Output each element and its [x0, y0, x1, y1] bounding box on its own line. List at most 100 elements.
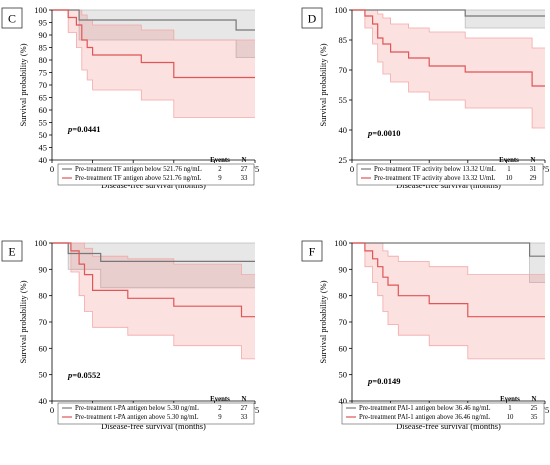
legend-label: Pre-treatment PAI-1 antigen below 36.46 … [359, 405, 491, 412]
y-axis-label: Survival probability (%) [318, 280, 328, 363]
panel-letter: D [308, 12, 317, 26]
ci-band-below [52, 243, 255, 288]
legend-n: 31 [530, 166, 537, 173]
survival-curve-below [352, 242, 545, 257]
legend-box [356, 163, 544, 186]
panel-letter: F [309, 245, 316, 259]
y-tick-label: 85 [339, 35, 348, 45]
legend-label: Pre-treatment t-PA antigen above 5.30 ng… [75, 414, 199, 421]
ci-band-below [52, 10, 255, 58]
y-tick-label: 100 [334, 238, 347, 248]
y-tick-label: 90 [339, 264, 348, 274]
legend-label: Pre-treatment TF antigen above 521.76 ng… [75, 175, 201, 182]
y-axis-label: Survival probability (%) [18, 280, 28, 363]
x-axis-label: Disease-free survival (months) [396, 421, 501, 431]
legend-events: 2 [218, 166, 222, 173]
legend-n: 27 [241, 405, 248, 412]
ci-lower-line [52, 242, 255, 360]
legend-events: 9 [218, 175, 222, 182]
ci-band-above [52, 10, 255, 118]
legend-header-events: Events [499, 157, 519, 164]
y-tick-label: 65 [39, 93, 48, 103]
x-tick-label: 75 [251, 164, 260, 174]
y-tick-label: 70 [339, 317, 348, 327]
ci-band-above [352, 243, 545, 359]
y-tick-label: 40 [339, 396, 348, 406]
x-tick-label: 75 [541, 405, 550, 415]
panel-letter-box [1, 7, 23, 29]
y-tick-label: 80 [39, 55, 48, 65]
panel-letter-box [1, 240, 23, 262]
y-tick-label: 25 [339, 155, 348, 165]
y-tick-label: 85 [39, 43, 48, 53]
panel-letter: E [8, 245, 15, 259]
legend-header-n: N [531, 157, 536, 164]
p-value: p=0.0149 [367, 376, 400, 386]
ci-lower-line [352, 9, 545, 129]
y-tick-label: 40 [339, 125, 348, 135]
legend-label: Pre-treatment PAI-1 antigen above 36.46 … [359, 414, 490, 421]
y-tick-label: 40 [39, 155, 48, 165]
survival-curve-above [352, 242, 545, 318]
ci-band-below [352, 10, 545, 28]
y-tick-label: 50 [39, 130, 48, 140]
survival-curve-above [52, 9, 255, 79]
ci-upper-line [52, 242, 255, 275]
y-tick-label: 80 [39, 291, 48, 301]
y-tick-label: 60 [339, 343, 348, 353]
y-axis-label: Survival probability (%) [18, 43, 28, 126]
y-tick-label: 100 [34, 5, 47, 15]
y-tick-label: 50 [339, 370, 348, 380]
legend-events: 10 [507, 414, 514, 421]
x-tick-label: 0 [50, 164, 54, 174]
panel-c: 40455055606570758085909510001530456075Di… [1, 5, 260, 190]
x-axis-label: Disease-free survival (months) [101, 421, 206, 431]
legend-box [341, 402, 545, 425]
y-tick-label: 55 [339, 95, 348, 105]
legend: Events N Pre-treatment PAI-1 antigen below… [341, 396, 545, 425]
panel-f: 40506070809010001530456075Disease-free s… [301, 238, 550, 431]
y-tick-label: 90 [39, 30, 48, 40]
survival-curve-above [52, 242, 255, 318]
y-tick-label: 70 [39, 80, 48, 90]
legend-events: 10 [506, 175, 513, 182]
legend-n: 33 [241, 175, 248, 182]
y-tick-label: 90 [39, 264, 48, 274]
legend-header-n: N [532, 396, 537, 403]
y-tick-label: 100 [334, 5, 347, 15]
panel-letter-box [301, 240, 323, 262]
y-tick-label: 60 [39, 343, 48, 353]
legend-header-events: Events [500, 396, 520, 403]
y-tick-label: 60 [39, 105, 48, 115]
legend-label: Pre-treatment TF activity above 13.32 U/… [374, 175, 495, 182]
legend-n: 35 [531, 414, 538, 421]
y-tick-label: 45 [39, 143, 48, 153]
legend-header-n: N [242, 157, 247, 164]
legend: Events N Pre-treatment TF antigen below 52… [57, 157, 255, 186]
x-tick-label: 75 [251, 405, 260, 415]
p-value: p=0.0441 [67, 124, 100, 134]
legend-events: 1 [507, 166, 510, 173]
y-tick-label: 80 [339, 291, 348, 301]
legend-box [57, 402, 255, 425]
survival-curve-below [352, 9, 545, 17]
legend-n: 27 [241, 166, 248, 173]
y-tick-label: 55 [39, 118, 48, 128]
ci-band-above [52, 243, 255, 359]
legend-header-events: Events [210, 157, 230, 164]
legend-label: Pre-treatment TF activity below 13.32 U/… [374, 166, 496, 173]
x-tick-label: 75 [541, 164, 550, 174]
y-tick-label: 70 [339, 65, 348, 75]
panel-letter: C [8, 12, 16, 26]
ci-band-above [352, 10, 545, 128]
y-tick-label: 75 [39, 68, 48, 78]
legend: Events N Pre-treatment TF activity below 1… [356, 157, 544, 186]
p-value: p=0.0010 [367, 128, 400, 138]
legend-n: 29 [530, 175, 537, 182]
legend: Events N Pre-treatment t-PA antigen below … [57, 396, 255, 425]
y-tick-label: 40 [39, 396, 48, 406]
legend-events: 2 [218, 405, 222, 412]
x-tick-label: 0 [50, 405, 54, 415]
legend-box [57, 163, 255, 186]
panel-letter-box [301, 7, 323, 29]
